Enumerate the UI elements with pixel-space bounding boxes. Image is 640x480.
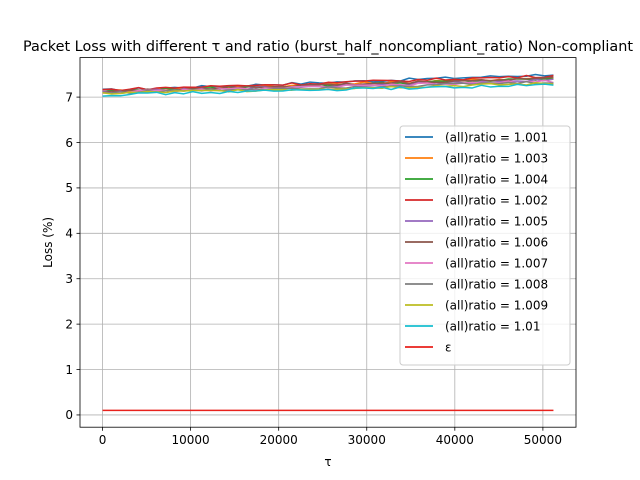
chart-title: Packet Loss with different τ and ratio (… xyxy=(23,39,633,55)
x-tick-label: 50000 xyxy=(524,433,562,447)
x-tick-label: 10000 xyxy=(172,433,210,447)
x-axis-label: τ xyxy=(324,455,331,469)
legend: (all)ratio = 1.001 (all)ratio = 1.003 (all… xyxy=(399,125,571,366)
y-tick-label: 7 xyxy=(65,90,73,104)
ticks: 0 10000 20000 30000 40000 50000 0 1 2 3 4 5 6 7 xyxy=(65,90,562,447)
x-tick-label: 0 xyxy=(99,433,107,447)
x-tick-label: 30000 xyxy=(348,433,386,447)
legend-label: (all)ratio = 1.007 xyxy=(445,256,548,270)
x-tick-label: 20000 xyxy=(260,433,298,447)
legend-label: (all)ratio = 1.009 xyxy=(445,298,548,312)
legend-label: (all)ratio = 1.006 xyxy=(445,235,548,249)
series-line xyxy=(102,80,554,94)
y-tick-label: 2 xyxy=(65,317,73,331)
legend-frame xyxy=(399,125,571,366)
series-line xyxy=(102,83,554,97)
series-line xyxy=(102,74,554,92)
series-group xyxy=(102,73,554,412)
legend-label: (all)ratio = 1.008 xyxy=(445,277,548,291)
y-tick-label: 4 xyxy=(65,227,73,241)
legend-label: (all)ratio = 1.01 xyxy=(445,319,540,333)
y-tick-label: 5 xyxy=(65,181,73,195)
y-tick-label: 1 xyxy=(65,363,73,377)
legend-label: ε xyxy=(445,340,452,354)
legend-label: (all)ratio = 1.003 xyxy=(445,151,548,165)
legend-label: (all)ratio = 1.001 xyxy=(445,130,548,144)
y-tick-label: 3 xyxy=(65,272,73,286)
legend-label: (all)ratio = 1.004 xyxy=(445,172,548,186)
y-tick-label: 0 xyxy=(65,408,73,422)
x-tick-label: 40000 xyxy=(436,433,474,447)
legend-label: (all)ratio = 1.005 xyxy=(445,214,548,228)
y-tick-label: 6 xyxy=(65,136,73,150)
plot-frame xyxy=(79,57,577,428)
y-axis-label: Loss (%) xyxy=(41,217,55,268)
legend-label: (all)ratio = 1.002 xyxy=(445,193,548,207)
